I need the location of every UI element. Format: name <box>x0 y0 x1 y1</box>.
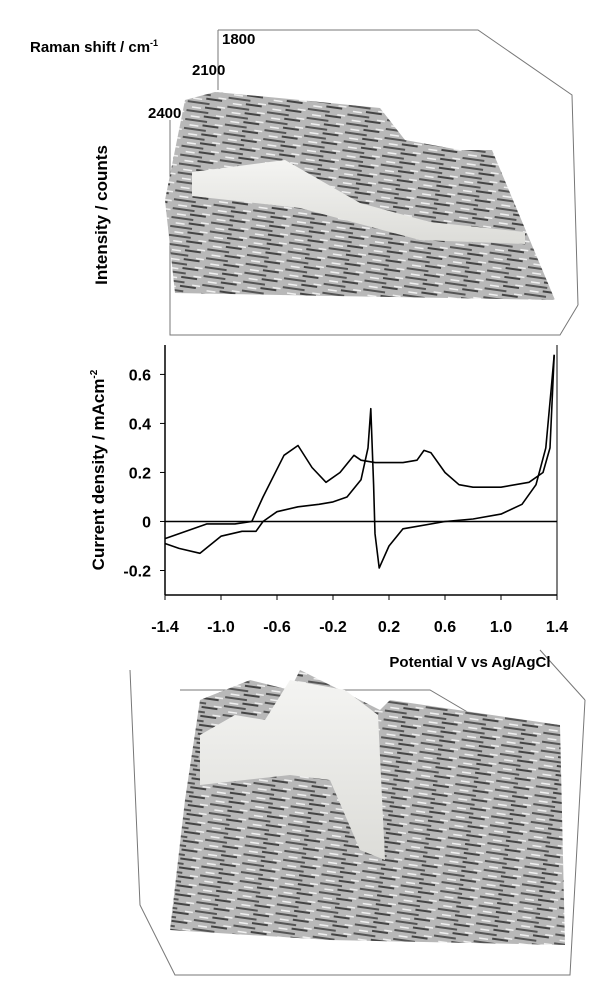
x-tick-label: -1.4 <box>151 619 179 636</box>
x-tick-label: -0.2 <box>319 619 347 636</box>
x-axis-label: Potential V vs Ag/AgCl <box>389 654 550 671</box>
box-edge <box>539 649 586 701</box>
x-tick-label: 1.4 <box>546 619 568 636</box>
x-tick-label: -1.0 <box>207 619 235 636</box>
surface-ridge <box>192 160 525 244</box>
y-tick-label: 0.6 <box>129 367 151 384</box>
y-tick-label: -0.2 <box>123 563 151 580</box>
cv-curve <box>164 354 555 540</box>
surface <box>165 92 555 300</box>
y-tick-label: 0.2 <box>129 465 151 482</box>
label-sup: -2 <box>89 369 100 378</box>
label-sup: -1 <box>150 38 158 48</box>
raman-axis-label: Raman shift / cm-1 <box>30 38 158 56</box>
x-tick-label: 0.6 <box>434 619 456 636</box>
y-tick-label: 0.4 <box>129 416 151 433</box>
raman-tick: 2400 <box>148 105 181 122</box>
box-edge <box>129 669 586 976</box>
x-tick-label: 0.2 <box>378 619 400 636</box>
cv-plot: Current density / mAcm-2 Potential V vs … <box>89 369 551 671</box>
box-edge <box>218 29 579 306</box>
bottom-surface <box>129 649 586 976</box>
x-tick-label: -0.6 <box>263 619 291 636</box>
y-tick-label: 0 <box>142 514 151 531</box>
raman-tick: 1800 <box>222 31 255 48</box>
cv-curve <box>164 354 555 569</box>
y-axis-label: Current density / mAcm-2 <box>89 369 108 570</box>
surface-ridge <box>200 680 385 860</box>
top-surface: Raman shift / cm-1 1800 2100 2400 Intens… <box>30 29 579 336</box>
label-text: Raman shift / cm <box>30 39 150 56</box>
label-text: Current density / mAcm <box>89 379 108 571</box>
raman-tick: 2100 <box>192 62 225 79</box>
x-tick-label: 1.0 <box>490 619 512 636</box>
intensity-label: Intensity / counts <box>92 145 111 285</box>
